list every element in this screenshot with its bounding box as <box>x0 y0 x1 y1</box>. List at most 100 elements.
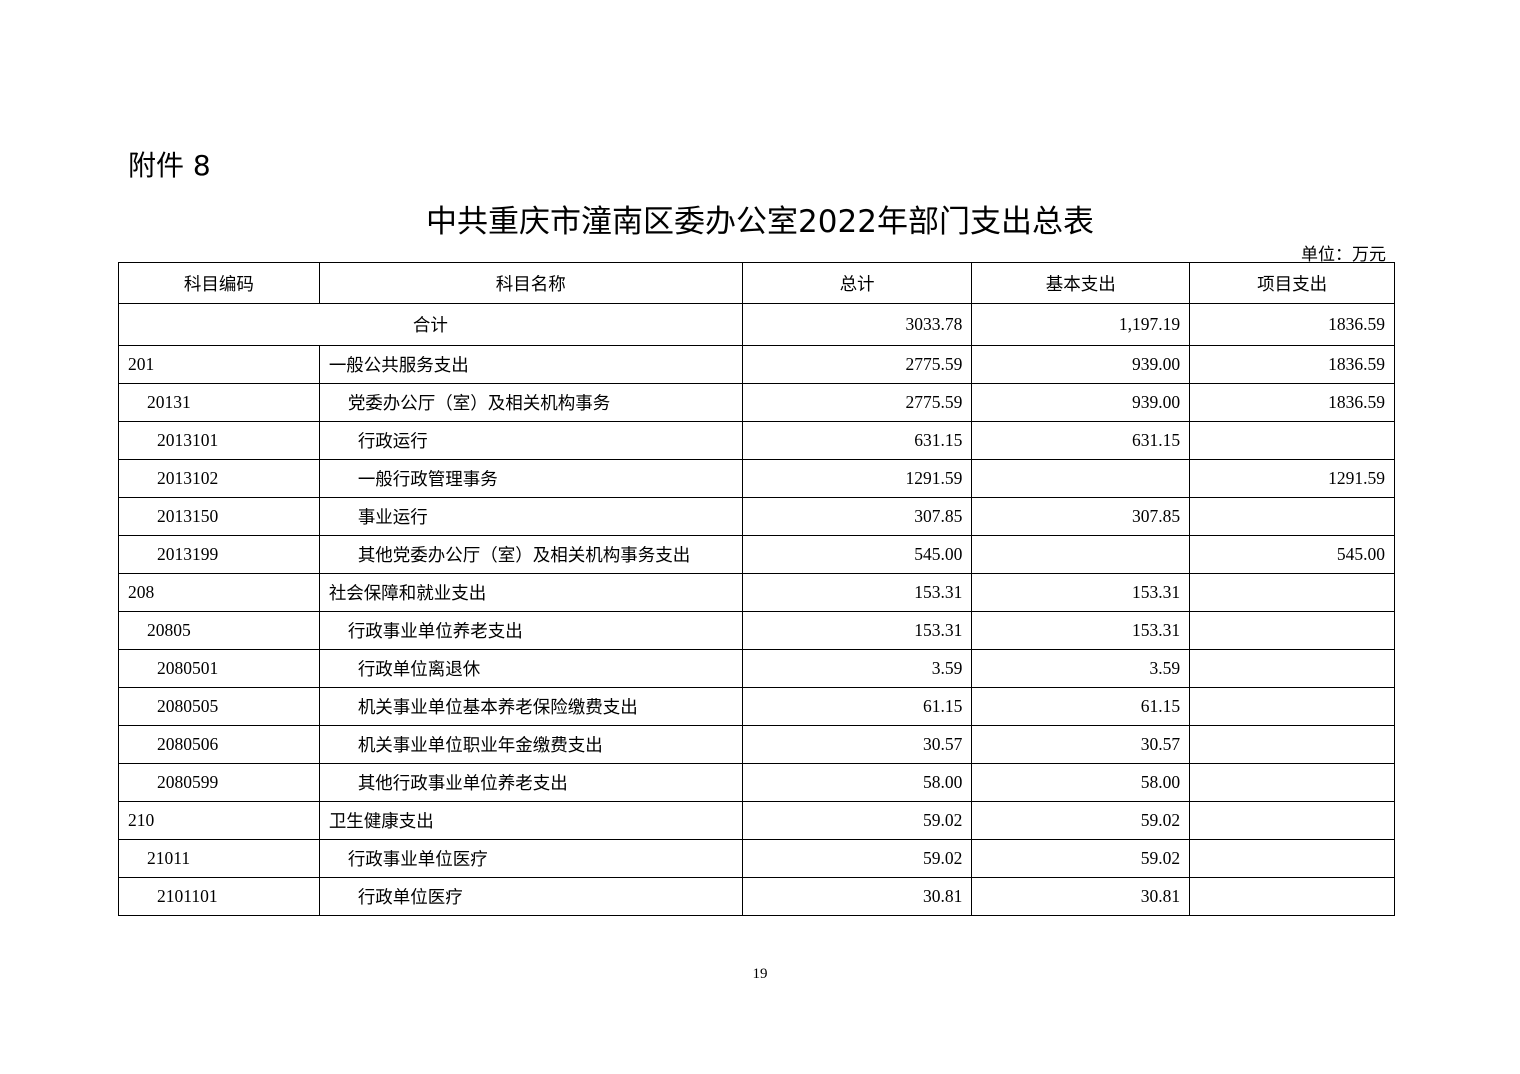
code-cell: 2013150 <box>118 497 320 536</box>
table-row: 2013101 行政运行 631.15 631.15 <box>118 421 1395 460</box>
header-name: 科目名称 <box>318 262 743 304</box>
code-cell: 21011 <box>118 839 320 878</box>
code-cell: 2101101 <box>118 877 320 916</box>
name-cell: 一般公共服务支出 <box>318 345 743 384</box>
code-cell: 208 <box>118 573 320 612</box>
total-cell: 58.00 <box>741 763 973 802</box>
code-cell: 20131 <box>118 383 320 422</box>
page-number: 19 <box>752 966 768 982</box>
code-cell: 2080501 <box>118 649 320 688</box>
basic-cell: 3.59 <box>971 649 1191 688</box>
total-cell: 2775.59 <box>741 383 973 422</box>
project-cell <box>1189 421 1395 460</box>
table-row: 20131 党委办公厅（室）及相关机构事务 2775.59 939.00 1836.59 <box>118 383 1395 422</box>
total-cell: 153.31 <box>741 573 973 612</box>
table-header-row: 科目编码 科目名称 总计 基本支出 项目支出 <box>118 262 1395 304</box>
project-cell <box>1189 801 1395 840</box>
page-title: 中共重庆市潼南区委办公室2022年部门支出总表 <box>426 204 1094 240</box>
name-cell: 机关事业单位基本养老保险缴费支出 <box>318 687 743 726</box>
project-cell: 1836.59 <box>1189 345 1395 384</box>
code-cell: 2013102 <box>118 459 320 498</box>
code-cell: 2080505 <box>118 687 320 726</box>
total-cell: 30.81 <box>741 877 973 916</box>
header-total: 总计 <box>741 262 973 304</box>
name-cell: 行政事业单位医疗 <box>318 839 743 878</box>
table-row: 2080505 机关事业单位基本养老保险缴费支出 61.15 61.15 <box>118 687 1395 726</box>
total-total: 3033.78 <box>741 303 973 346</box>
table-row: 2080506 机关事业单位职业年金缴费支出 30.57 30.57 <box>118 725 1395 764</box>
project-cell <box>1189 763 1395 802</box>
project-cell <box>1189 725 1395 764</box>
total-cell: 545.00 <box>741 535 973 574</box>
basic-cell: 153.31 <box>971 573 1191 612</box>
basic-cell <box>971 535 1191 574</box>
basic-cell: 30.81 <box>971 877 1191 916</box>
total-cell: 1291.59 <box>741 459 973 498</box>
project-cell: 1836.59 <box>1189 383 1395 422</box>
attachment-label: 附件 8 <box>128 149 211 182</box>
name-cell: 行政运行 <box>318 421 743 460</box>
name-cell: 党委办公厅（室）及相关机构事务 <box>318 383 743 422</box>
basic-cell: 58.00 <box>971 763 1191 802</box>
name-cell: 其他党委办公厅（室）及相关机构事务支出 <box>318 535 743 574</box>
code-cell: 210 <box>118 801 320 840</box>
table-row: 2013199 其他党委办公厅（室）及相关机构事务支出 545.00 545.00 <box>118 535 1395 574</box>
basic-cell: 59.02 <box>971 839 1191 878</box>
unit-label: 单位：万元 <box>1301 245 1386 264</box>
basic-cell: 939.00 <box>971 383 1191 422</box>
name-cell: 社会保障和就业支出 <box>318 573 743 612</box>
table-row: 2101101 行政单位医疗 30.81 30.81 <box>118 877 1395 916</box>
total-cell: 631.15 <box>741 421 973 460</box>
table-row: 20805 行政事业单位养老支出 153.31 153.31 <box>118 611 1395 650</box>
project-cell <box>1189 611 1395 650</box>
project-cell <box>1189 497 1395 536</box>
name-cell: 机关事业单位职业年金缴费支出 <box>318 725 743 764</box>
project-cell: 1291.59 <box>1189 459 1395 498</box>
basic-cell: 30.57 <box>971 725 1191 764</box>
table-row: 21011 行政事业单位医疗 59.02 59.02 <box>118 839 1395 878</box>
code-cell: 201 <box>118 345 320 384</box>
name-cell: 其他行政事业单位养老支出 <box>318 763 743 802</box>
total-label: 合计 <box>118 303 743 346</box>
expenditure-table: 科目编码 科目名称 总计 基本支出 项目支出 合计 3033.78 1,197.… <box>118 262 1395 916</box>
basic-cell: 307.85 <box>971 497 1191 536</box>
table-row: 208 社会保障和就业支出 153.31 153.31 <box>118 573 1395 612</box>
table-row: 201 一般公共服务支出 2775.59 939.00 1836.59 <box>118 345 1395 384</box>
name-cell: 行政事业单位养老支出 <box>318 611 743 650</box>
basic-cell: 59.02 <box>971 801 1191 840</box>
name-cell: 行政单位医疗 <box>318 877 743 916</box>
table-row: 2013150 事业运行 307.85 307.85 <box>118 497 1395 536</box>
basic-cell: 631.15 <box>971 421 1191 460</box>
total-cell: 59.02 <box>741 801 973 840</box>
code-cell: 2080599 <box>118 763 320 802</box>
project-cell <box>1189 649 1395 688</box>
basic-cell: 61.15 <box>971 687 1191 726</box>
name-cell: 卫生健康支出 <box>318 801 743 840</box>
total-basic: 1,197.19 <box>971 303 1191 346</box>
total-cell: 3.59 <box>741 649 973 688</box>
total-row: 合计 3033.78 1,197.19 1836.59 <box>118 303 1395 346</box>
total-cell: 30.57 <box>741 725 973 764</box>
project-cell: 545.00 <box>1189 535 1395 574</box>
total-cell: 2775.59 <box>741 345 973 384</box>
total-cell: 307.85 <box>741 497 973 536</box>
basic-cell: 153.31 <box>971 611 1191 650</box>
project-cell <box>1189 687 1395 726</box>
code-cell: 2080506 <box>118 725 320 764</box>
code-cell: 2013199 <box>118 535 320 574</box>
header-project: 项目支出 <box>1189 262 1395 304</box>
table-row: 2013102 一般行政管理事务 1291.59 1291.59 <box>118 459 1395 498</box>
table-row: 2080501 行政单位离退休 3.59 3.59 <box>118 649 1395 688</box>
project-cell <box>1189 877 1395 916</box>
total-cell: 61.15 <box>741 687 973 726</box>
total-cell: 153.31 <box>741 611 973 650</box>
total-project: 1836.59 <box>1189 303 1395 346</box>
name-cell: 事业运行 <box>318 497 743 536</box>
project-cell <box>1189 573 1395 612</box>
header-code: 科目编码 <box>118 262 320 304</box>
name-cell: 行政单位离退休 <box>318 649 743 688</box>
table-row: 210 卫生健康支出 59.02 59.02 <box>118 801 1395 840</box>
header-basic: 基本支出 <box>971 262 1191 304</box>
code-cell: 2013101 <box>118 421 320 460</box>
table-row: 2080599 其他行政事业单位养老支出 58.00 58.00 <box>118 763 1395 802</box>
